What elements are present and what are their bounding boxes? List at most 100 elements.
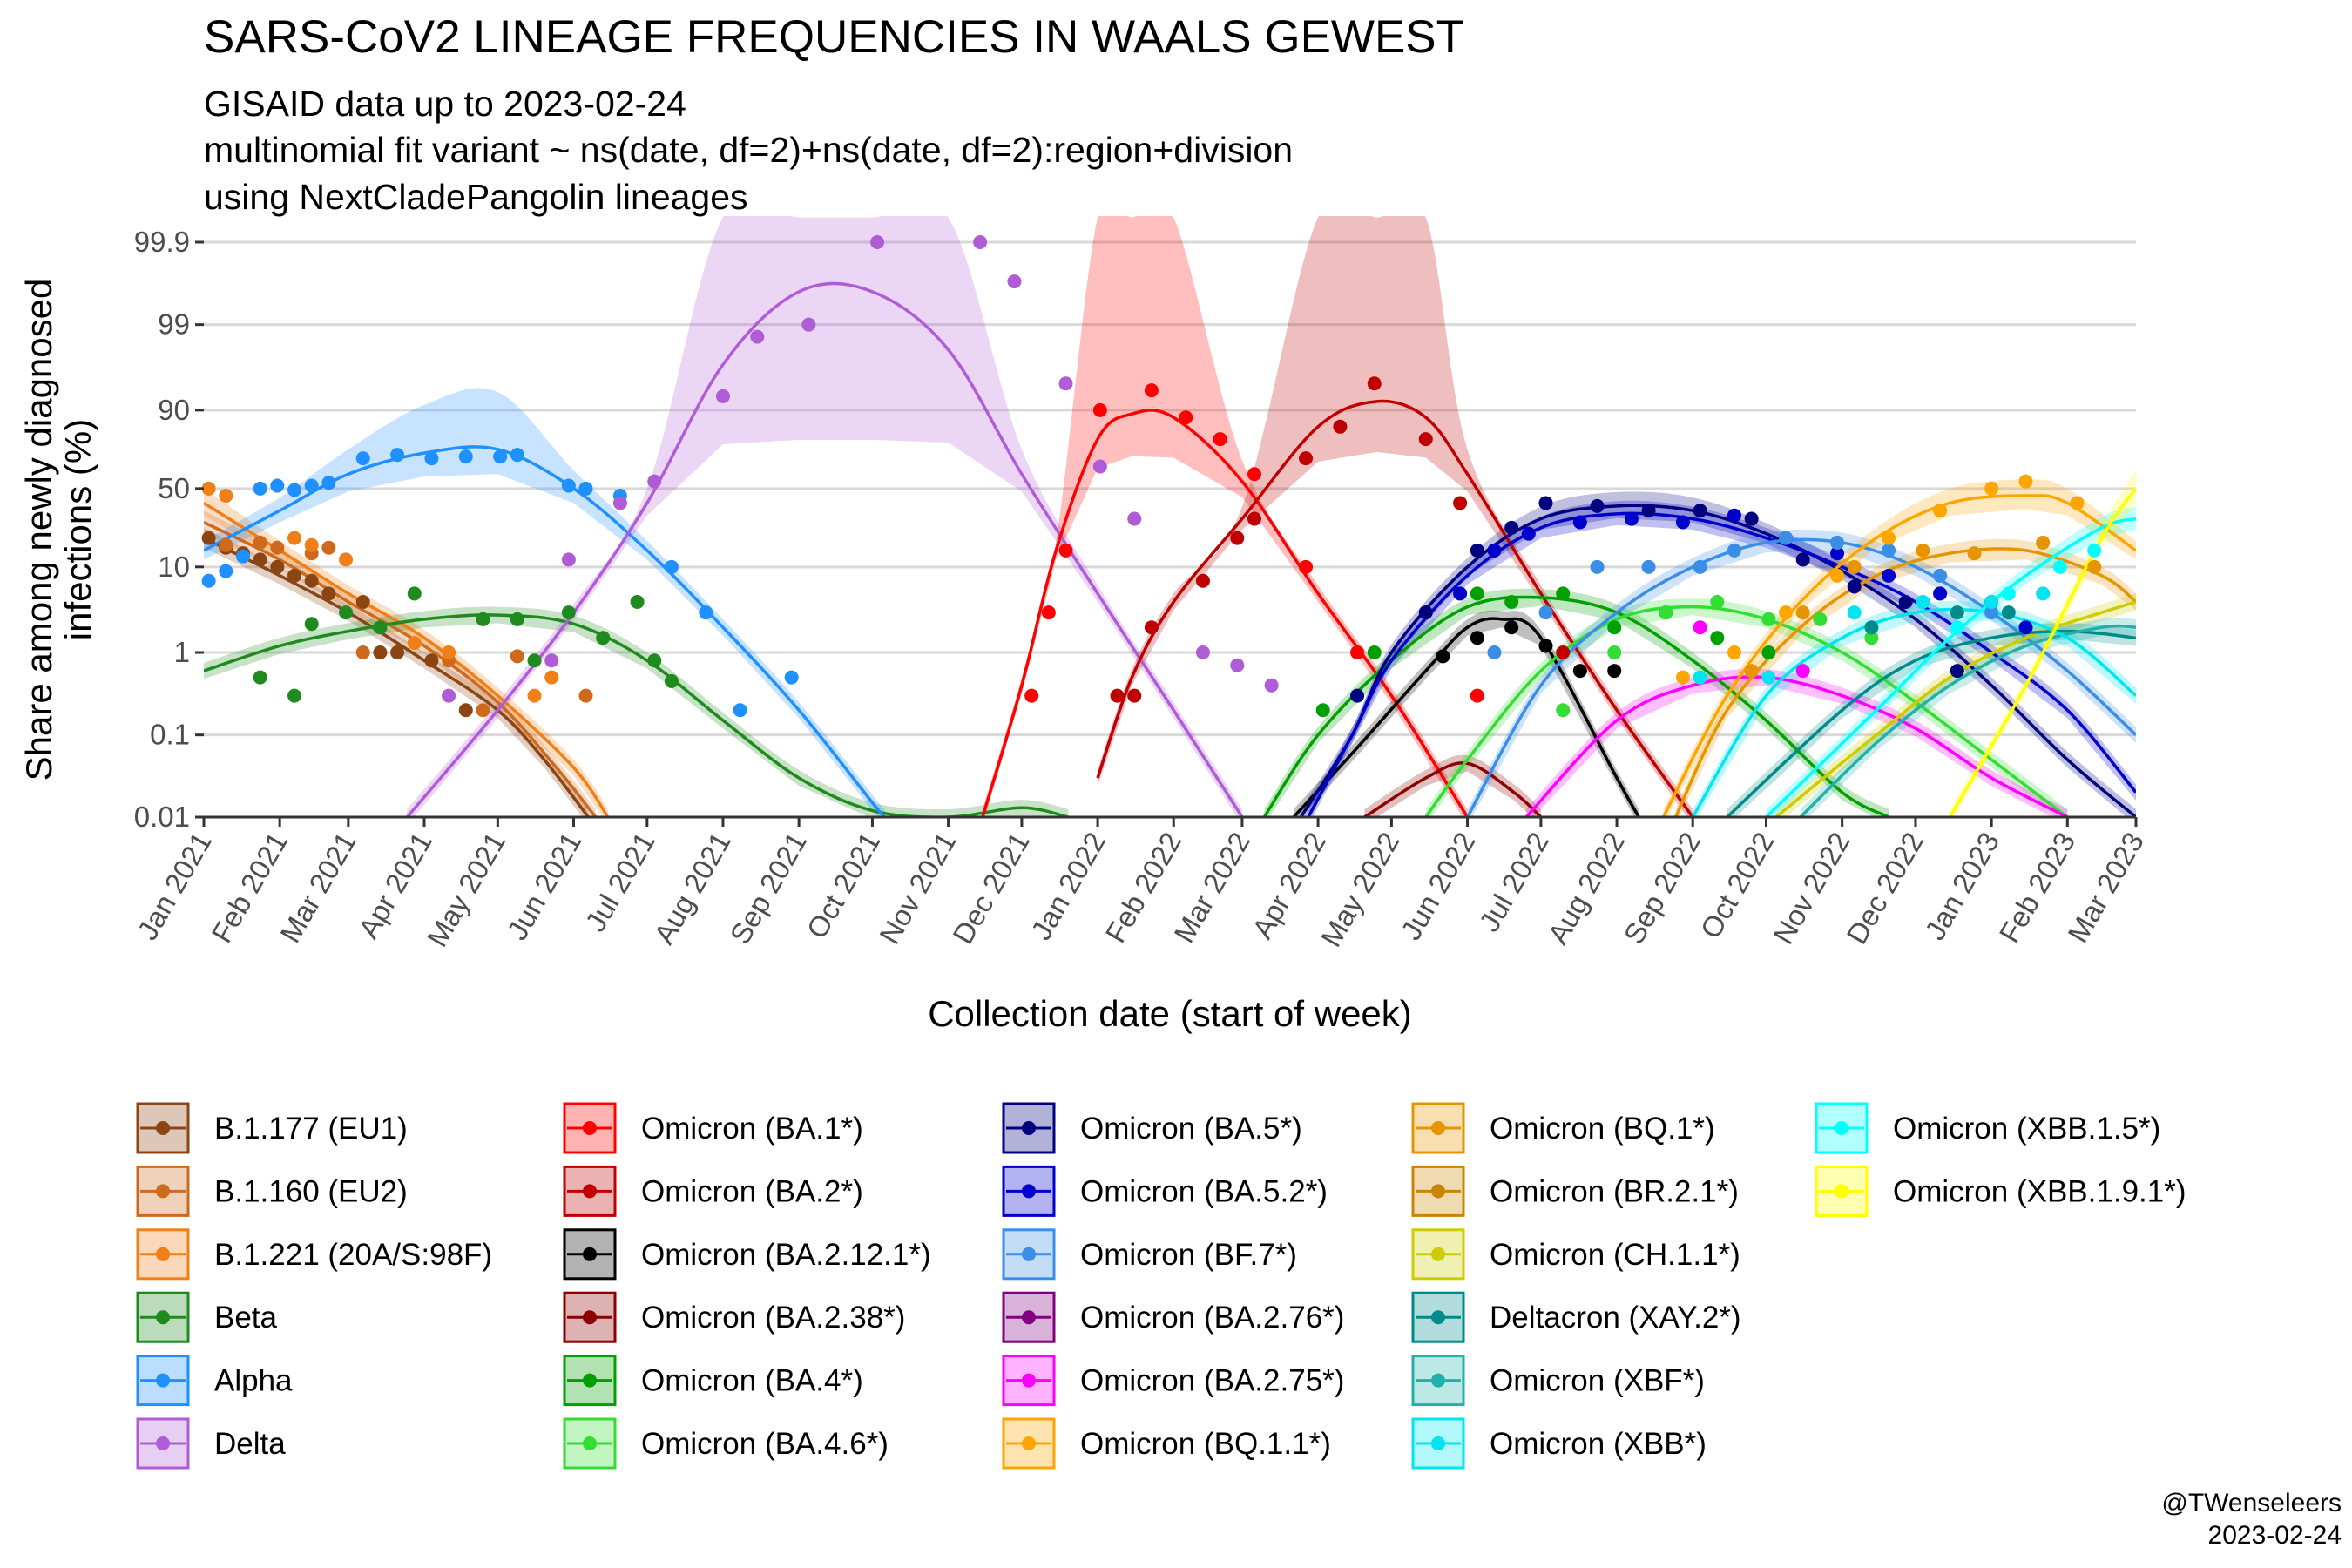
legend-label: Omicron (BA.4.6*) xyxy=(641,1427,889,1461)
legend-item-omicron-xbb-1-9-1: Omicron (XBB.1.9.1*) xyxy=(1815,1165,2186,1217)
point-omicron-ba-2 xyxy=(1127,688,1142,703)
legend-label: Omicron (BQ.1.1*) xyxy=(1080,1427,1331,1461)
point-delta xyxy=(1195,645,1210,660)
point-omicron-xbb xyxy=(1984,594,1999,609)
y-tick-label: 10 xyxy=(158,551,190,583)
legend-label: Omicron (XBB.1.5*) xyxy=(1893,1112,2160,1146)
point-beta xyxy=(407,586,422,601)
fit-line-omicron-xbf xyxy=(1799,624,2136,817)
point-b-1-177-eu1 xyxy=(253,552,267,567)
point-omicron-bf-7 xyxy=(1933,568,1948,583)
point-omicron-ba-1 xyxy=(1058,543,1073,558)
point-omicron-bq-1 xyxy=(1744,664,1759,679)
legend-label: Omicron (BR.2.1*) xyxy=(1490,1174,1739,1208)
legend-label: Omicron (BA.2.12.1*) xyxy=(641,1238,931,1272)
point-beta xyxy=(476,612,490,626)
point-omicron-ba-2 xyxy=(1556,645,1571,660)
point-omicron-ba-5-2 xyxy=(2018,620,2033,635)
point-omicron-bf-7 xyxy=(1487,645,1502,660)
point-omicron-ba-2 xyxy=(1247,511,1261,526)
point-alpha xyxy=(253,481,267,496)
fit-line-omicron-xbb-1-5 xyxy=(1765,517,2136,817)
point-omicron-ba-4 xyxy=(1315,703,1330,718)
point-omicron-ba-4-6 xyxy=(1761,612,1776,626)
fit-line-omicron-ba-1 xyxy=(981,409,1470,817)
point-alpha xyxy=(664,559,679,574)
point-alpha xyxy=(219,564,233,578)
confidence-bands xyxy=(204,216,2136,817)
point-omicron-ba-4 xyxy=(1556,586,1571,601)
point-omicron-xbb xyxy=(1693,670,1707,685)
x-tick-label: Jan 2022 xyxy=(1024,827,1112,945)
fit-line-omicron-ba-2-12-1 xyxy=(1292,617,1640,817)
legend-key-point xyxy=(1431,1121,1445,1135)
point-delta xyxy=(715,389,730,403)
point-omicron-ba-5 xyxy=(1847,579,1862,594)
legend-label: Omicron (BA.2.38*) xyxy=(641,1301,905,1335)
legend-label: Omicron (BA.5.2*) xyxy=(1080,1174,1328,1208)
legend-label: Omicron (BA.5*) xyxy=(1080,1112,1302,1146)
point-omicron-ba-2-75 xyxy=(1795,664,1810,679)
point-b-1-221-20a-s-98f xyxy=(201,481,216,496)
x-tick-label: Jun 2022 xyxy=(1395,827,1482,945)
point-omicron-bq-1-1 xyxy=(1727,645,1741,660)
fit-line-omicron-xbb-1-9-1 xyxy=(1948,487,2136,817)
legend-label: Beta xyxy=(214,1301,278,1335)
legend-key-point xyxy=(583,1373,597,1388)
point-omicron-ba-4-6 xyxy=(1710,594,1725,609)
band-omicron-bq-1-1 xyxy=(1663,479,2136,817)
point-omicron-ba-2 xyxy=(1299,451,1314,466)
point-delta xyxy=(973,235,988,249)
legend-item-omicron-ba-2-12-1: Omicron (BA.2.12.1*) xyxy=(563,1228,931,1281)
legend-item-omicron-ba-1: Omicron (BA.1*) xyxy=(563,1102,863,1154)
legend-label: Omicron (BA.2.76*) xyxy=(1080,1301,1344,1335)
point-omicron-bq-1 xyxy=(2087,559,2102,574)
point-b-1-221-20a-s-98f xyxy=(219,489,233,504)
point-omicron-ba-5 xyxy=(1350,688,1365,703)
point-b-1-177-eu1 xyxy=(201,531,216,545)
point-omicron-ba-2-12-1 xyxy=(1572,664,1587,679)
point-omicron-bf-7 xyxy=(1590,559,1605,574)
point-b-1-221-20a-s-98f xyxy=(304,537,319,552)
point-omicron-bf-7 xyxy=(1882,543,1896,558)
point-alpha xyxy=(458,449,473,464)
point-delta xyxy=(442,688,456,703)
legend-key-point xyxy=(1022,1184,1036,1199)
point-omicron-ba-5 xyxy=(1418,605,1433,620)
point-b-1-160-eu2 xyxy=(578,688,593,703)
point-omicron-xbb-1-5 xyxy=(2052,559,2067,574)
legend-label: Alpha xyxy=(214,1364,293,1398)
point-omicron-ba-4 xyxy=(1761,645,1776,660)
point-beta xyxy=(630,594,645,609)
point-delta xyxy=(750,329,765,344)
point-omicron-bf-7 xyxy=(1538,605,1553,620)
fit-line-omicron-ba-2 xyxy=(1096,399,1694,817)
band-delta xyxy=(407,216,1242,817)
point-alpha xyxy=(304,478,319,493)
x-tick-label: Aug 2021 xyxy=(647,827,737,950)
legend-label: Omicron (XBB*) xyxy=(1490,1427,1707,1461)
point-beta xyxy=(253,670,267,685)
band-omicron-ba-4 xyxy=(1264,588,1889,817)
point-omicron-ba-2-75 xyxy=(1693,620,1707,635)
point-b-1-160-eu2 xyxy=(510,649,524,664)
fit-line-omicron-xbb xyxy=(1691,607,2136,817)
legend-key-point xyxy=(156,1121,170,1135)
legend-key-point xyxy=(1022,1373,1036,1388)
legend-key-point xyxy=(156,1436,170,1450)
point-delta xyxy=(1127,511,1142,526)
fit-line-omicron-ch-1-1 xyxy=(1774,600,2136,817)
point-omicron-ba-2 xyxy=(1367,376,1382,391)
point-omicron-bf-7 xyxy=(1779,531,1794,545)
legend-item-b-1-221-20a-s-98f: B.1.221 (20A/S:98F) xyxy=(136,1228,492,1281)
x-tick-label: Aug 2022 xyxy=(1541,827,1631,950)
point-omicron-ba-2 xyxy=(1230,531,1245,545)
point-omicron-ba-5-2 xyxy=(1487,543,1502,558)
point-omicron-ba-4-6 xyxy=(1659,605,1673,620)
point-delta xyxy=(544,653,559,668)
legend-label: Omicron (XBF*) xyxy=(1490,1364,1705,1398)
x-tick-label: Apr 2021 xyxy=(352,827,438,943)
point-omicron-ba-4 xyxy=(1710,631,1725,645)
band-omicron-xbb-1-5 xyxy=(1766,506,2136,817)
